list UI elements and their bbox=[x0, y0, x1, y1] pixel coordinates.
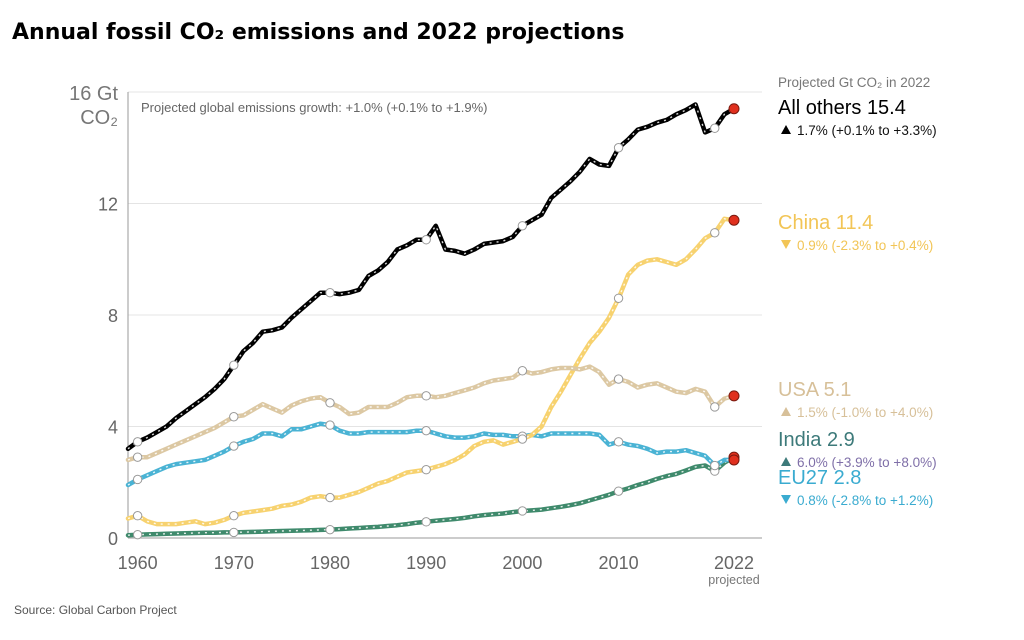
legend-value: 15.4 bbox=[867, 97, 906, 119]
series-dots-all-others bbox=[127, 103, 735, 450]
y-tick-label: 4 bbox=[108, 418, 118, 438]
legend-value: 11.4 bbox=[836, 212, 873, 234]
x-tick-label: 1960 bbox=[118, 553, 158, 573]
legend-name-china: China 11.4 bbox=[778, 212, 873, 234]
series-line-india bbox=[125, 454, 737, 538]
legend-name-usa: USA 5.1 bbox=[778, 379, 851, 401]
y-unit-bottom: CO₂ bbox=[80, 107, 118, 129]
series-marker-eu27 bbox=[229, 441, 239, 451]
series-marker-china bbox=[710, 228, 720, 238]
legend-name-all-others: All others 15.4 bbox=[778, 97, 906, 119]
chart-title: Annual fossil CO₂ emissions and 2022 pro… bbox=[12, 20, 624, 45]
legend-name-eu27: EU27 2.8 bbox=[778, 467, 861, 489]
series-marker-china bbox=[517, 434, 528, 444]
series-marker-all-others bbox=[613, 143, 624, 153]
legend-heading: Projected Gt CO₂ in 2022 bbox=[778, 75, 930, 90]
series-marker-all-others bbox=[517, 221, 528, 231]
series-marker-china bbox=[421, 465, 431, 475]
y-tick-label: 12 bbox=[98, 195, 118, 215]
series-line-china bbox=[125, 216, 737, 527]
legend: All others 15.4 1.7% (+0.1% to +3.3%) Chin… bbox=[778, 97, 937, 508]
series-marker-india bbox=[229, 527, 239, 538]
legend-growth-eu27: 0.8% (-2.8% to +1.2%) bbox=[797, 493, 933, 508]
series-marker-china bbox=[229, 511, 239, 521]
y-unit-top: 16 Gt bbox=[69, 83, 118, 105]
triangle-down-icon bbox=[781, 495, 791, 504]
legend-series-name: All others bbox=[778, 97, 861, 119]
series-marker-eu27 bbox=[325, 420, 335, 430]
series-dots-usa bbox=[127, 365, 735, 461]
x-tick-label: 2000 bbox=[502, 553, 542, 573]
series-marker-all-others bbox=[421, 235, 431, 245]
series-marker-eu27 bbox=[613, 437, 624, 447]
series-marker-china bbox=[325, 492, 335, 503]
legend-growth-china: 0.9% (-2.3% to +0.4%) bbox=[797, 238, 933, 253]
growth-annotation: Projected global emissions growth: +1.0%… bbox=[141, 100, 488, 115]
source-note: Source: Global Carbon Project bbox=[14, 603, 177, 617]
series-marker-all-others bbox=[710, 123, 720, 133]
series-marker-india bbox=[325, 524, 335, 535]
legend-series-name: EU27 bbox=[778, 467, 828, 489]
series-lines bbox=[125, 102, 737, 538]
projection-marker-eu27 bbox=[728, 454, 740, 466]
series-marker-all-others bbox=[132, 437, 143, 447]
triangle-up-icon bbox=[781, 457, 791, 466]
series-marker-india bbox=[421, 517, 431, 527]
projection-marker-all-others bbox=[728, 103, 740, 115]
legend-value: 5.1 bbox=[824, 379, 852, 401]
series-marker-usa bbox=[421, 391, 431, 401]
series-marker-india bbox=[613, 486, 624, 496]
gridlines bbox=[128, 91, 762, 427]
series-marker-usa bbox=[325, 398, 335, 408]
triangle-up-icon bbox=[781, 125, 791, 134]
legend-value: 2.8 bbox=[834, 467, 862, 489]
series-marker-all-others bbox=[229, 360, 239, 370]
legend-growth-usa: 1.5% (-1.0% to +4.0%) bbox=[797, 405, 933, 420]
series-marker-all-others bbox=[325, 288, 335, 298]
legend-series-name: USA bbox=[778, 379, 820, 401]
series-marker-usa bbox=[132, 452, 143, 462]
series-marker-china bbox=[613, 293, 624, 303]
x-tick-label: 1980 bbox=[310, 553, 350, 573]
series-marker-usa bbox=[229, 412, 239, 422]
legend-series-name: China bbox=[778, 212, 831, 234]
y-tick-label: 0 bbox=[108, 529, 118, 549]
series-marker-india bbox=[517, 506, 528, 516]
series-marker-usa bbox=[613, 374, 624, 384]
projected-label: projected bbox=[708, 573, 759, 587]
projection-marker-usa bbox=[728, 390, 740, 402]
x-tick-label: 2022 bbox=[714, 553, 754, 573]
legend-value: 2.9 bbox=[827, 429, 855, 451]
series-line-eu27 bbox=[125, 421, 737, 488]
series-marker-china bbox=[132, 511, 143, 521]
y-tick-label: 8 bbox=[108, 306, 118, 326]
series-markers bbox=[132, 103, 740, 540]
legend-series-name: India bbox=[778, 429, 822, 451]
x-tick-labels: 1960 1970 1980 1990 2000 2010 2022 bbox=[118, 553, 754, 573]
triangle-up-icon bbox=[781, 407, 791, 416]
legend-growth-india: 6.0% (+3.9% to +8.0%) bbox=[797, 455, 937, 470]
series-marker-usa bbox=[710, 402, 720, 412]
series-marker-eu27 bbox=[710, 460, 720, 471]
series-marker-eu27 bbox=[132, 474, 143, 485]
series-marker-india bbox=[132, 529, 143, 540]
x-tick-label: 1990 bbox=[406, 553, 446, 573]
legend-name-india: India 2.9 bbox=[778, 429, 855, 451]
series-marker-eu27 bbox=[421, 425, 431, 436]
series-dots-china bbox=[127, 218, 735, 525]
legend-growth-all-others: 1.7% (+0.1% to +3.3%) bbox=[797, 123, 937, 138]
y-tick-labels: 0 4 8 12 bbox=[98, 195, 118, 550]
series-marker-usa bbox=[517, 366, 528, 376]
projection-marker-china bbox=[728, 214, 740, 226]
x-tick-label: 1970 bbox=[214, 553, 254, 573]
x-tick-label: 2010 bbox=[599, 553, 639, 573]
triangle-down-icon bbox=[781, 240, 791, 249]
